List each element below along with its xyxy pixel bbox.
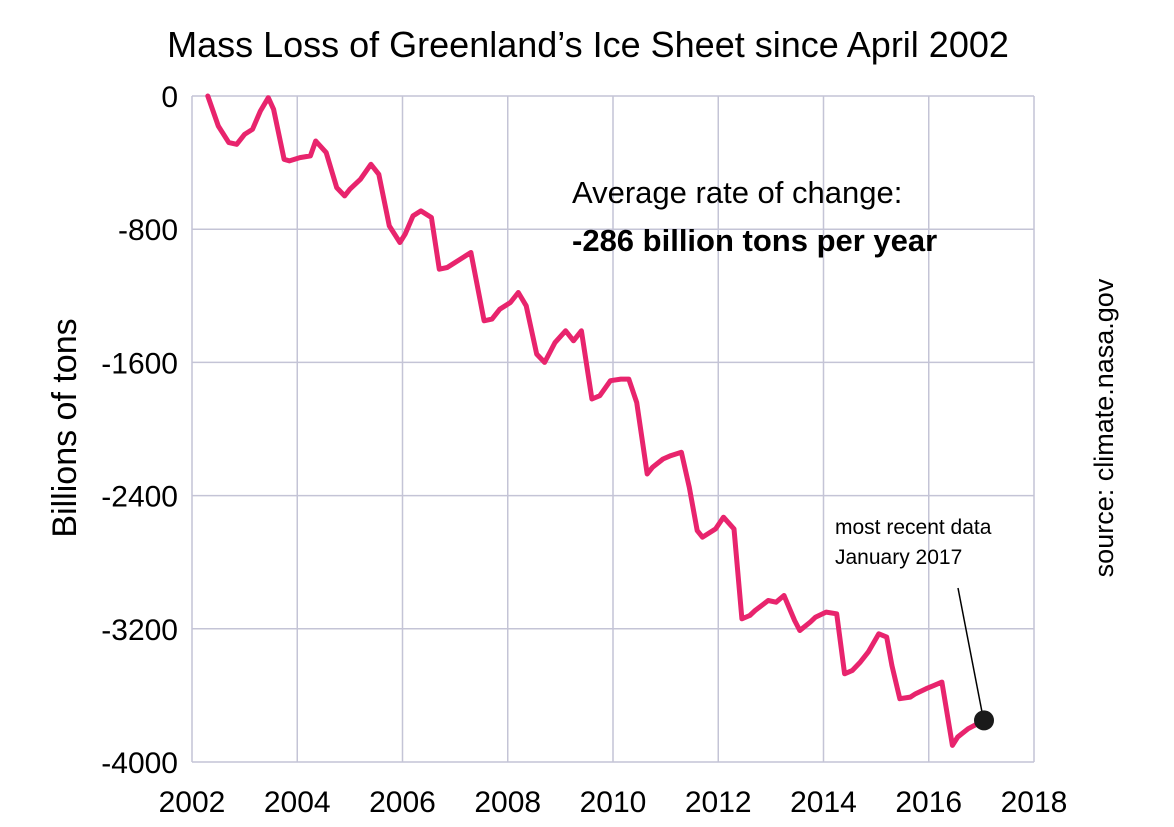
- note-pointer-line: [957, 587, 983, 713]
- latest-data-point: [974, 710, 995, 731]
- rate-label: Average rate of change:: [572, 175, 902, 210]
- x-tick-label: 2012: [685, 786, 752, 819]
- x-tick-label: 2002: [159, 786, 226, 819]
- source-credit: source: climate.nasa.gov: [1089, 278, 1119, 577]
- x-tick-labels: 2002 2004 2006 2008 2010 2012 2014 2016 2018: [159, 786, 1068, 819]
- note-line-1: most recent data: [835, 516, 992, 539]
- y-tick-labels: 0 -800 -1600 -2400 -3200 -4000: [101, 81, 178, 780]
- x-tick-label: 2004: [264, 786, 331, 819]
- rate-value: -286 billion tons per year: [572, 223, 937, 258]
- y-tick-label: -4000: [101, 747, 178, 780]
- grid: [191, 95, 1035, 763]
- y-tick-label: -1600: [101, 347, 178, 380]
- x-tick-label: 2008: [474, 786, 541, 819]
- chart-title: Mass Loss of Greenland’s Ice Sheet since…: [167, 24, 1009, 65]
- x-tick-label: 2014: [790, 786, 857, 819]
- y-tick-label: -2400: [101, 481, 178, 514]
- note-line-2: January 2017: [835, 546, 962, 569]
- x-tick-label: 2018: [1001, 786, 1068, 819]
- y-tick-label: -3200: [101, 614, 178, 647]
- y-tick-label: -800: [118, 214, 178, 247]
- x-tick-label: 2006: [369, 786, 436, 819]
- x-tick-label: 2010: [580, 786, 647, 819]
- y-tick-label: 0: [161, 81, 178, 114]
- series-line: [205, 93, 987, 748]
- series-layer: [205, 93, 995, 748]
- x-tick-label: 2016: [895, 786, 962, 819]
- y-axis-label: Billions of tons: [46, 318, 84, 537]
